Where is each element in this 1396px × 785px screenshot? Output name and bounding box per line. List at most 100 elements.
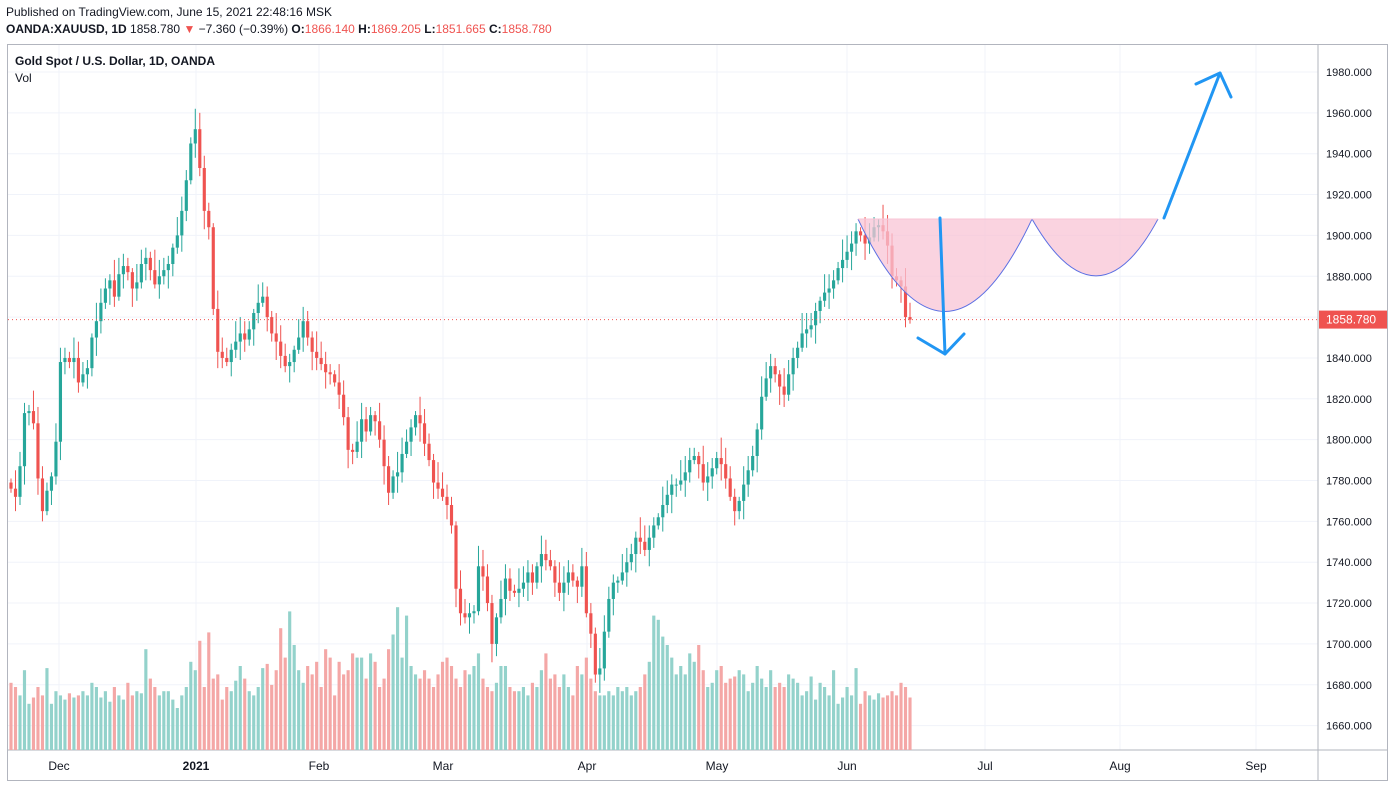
candle-body bbox=[18, 466, 22, 497]
volume-bar bbox=[288, 611, 292, 750]
volume-bar bbox=[31, 697, 36, 750]
volume-bar bbox=[427, 678, 431, 750]
x-tick-label: 2021 bbox=[183, 759, 210, 773]
volume-bar bbox=[854, 668, 858, 750]
candle-body bbox=[193, 129, 197, 144]
volume-bar bbox=[413, 674, 418, 750]
volume-bar bbox=[409, 666, 413, 750]
volume-bar bbox=[656, 619, 660, 750]
cup-fill bbox=[858, 219, 1032, 312]
chart-frame[interactable] bbox=[7, 44, 1388, 781]
volume-bar bbox=[72, 697, 76, 750]
y-tick-label: 1840.000 bbox=[1326, 353, 1372, 365]
candle-body bbox=[652, 525, 656, 538]
volume-bar bbox=[175, 708, 179, 750]
volume-bar bbox=[445, 657, 449, 750]
candle-body bbox=[94, 321, 98, 338]
candle-body bbox=[485, 576, 490, 604]
volume-bar bbox=[692, 661, 696, 750]
volume-bar bbox=[180, 695, 184, 750]
y-tick-label: 1660.000 bbox=[1326, 721, 1372, 733]
volume-bar bbox=[508, 687, 512, 750]
volume-bar bbox=[211, 678, 215, 750]
y-tick-label: 1740.000 bbox=[1326, 557, 1372, 569]
volume-bar bbox=[243, 678, 247, 750]
price-change: −7.360 (−0.39%) bbox=[198, 22, 289, 36]
volume-bar bbox=[589, 678, 593, 750]
candle-body bbox=[679, 480, 683, 485]
candle-body bbox=[315, 351, 319, 358]
x-tick-label: Dec bbox=[48, 759, 69, 773]
candle-body bbox=[908, 317, 912, 320]
candle-body bbox=[490, 603, 494, 644]
candle-body bbox=[521, 582, 526, 589]
volume-bar bbox=[571, 695, 575, 750]
volume-bar bbox=[809, 676, 813, 750]
legend-title: Gold Spot / U.S. Dollar, 1D, OANDA bbox=[15, 54, 216, 68]
candle-body bbox=[769, 366, 773, 379]
candle-body bbox=[692, 455, 696, 461]
candle-body bbox=[863, 235, 867, 244]
chart-legend: Gold Spot / U.S. Dollar, 1D, OANDA Vol bbox=[15, 53, 215, 87]
candle-body bbox=[364, 419, 368, 432]
close-value: 1858.780 bbox=[501, 22, 552, 36]
y-tick-label: 1940.000 bbox=[1326, 149, 1372, 161]
candle-body bbox=[274, 333, 278, 342]
volume-bar bbox=[472, 666, 476, 750]
volume-bar bbox=[845, 687, 849, 750]
candle-body bbox=[148, 257, 152, 271]
down-arrow-icon: ▼ bbox=[183, 22, 196, 36]
legend-volume: Vol bbox=[15, 71, 32, 85]
candle-body bbox=[121, 266, 125, 275]
candle-body bbox=[638, 537, 642, 542]
candle-body bbox=[382, 439, 386, 467]
candle-body bbox=[387, 466, 391, 493]
volume-bar bbox=[872, 699, 876, 750]
candle-body bbox=[670, 484, 674, 495]
volume-bar bbox=[517, 691, 521, 750]
candle-body bbox=[751, 455, 755, 471]
volume-bar bbox=[449, 666, 454, 750]
volume-bar bbox=[674, 674, 678, 750]
candle-body bbox=[634, 537, 638, 555]
candle-body bbox=[683, 472, 687, 481]
candle-body bbox=[418, 415, 422, 424]
volume-bar bbox=[135, 691, 139, 750]
volume-bar bbox=[611, 695, 615, 750]
candle-body bbox=[130, 272, 134, 289]
candle-body bbox=[310, 337, 314, 352]
volume-bar bbox=[337, 661, 341, 750]
y-tick-label: 1980.000 bbox=[1326, 67, 1372, 79]
candle-body bbox=[625, 562, 629, 573]
candle-body bbox=[796, 347, 800, 358]
volume-bar bbox=[670, 657, 674, 750]
candle-body bbox=[265, 296, 269, 318]
volume-bar bbox=[849, 695, 854, 750]
up-arrow-head bbox=[1194, 71, 1233, 99]
candle-body bbox=[733, 496, 737, 512]
volume-bar bbox=[485, 687, 490, 750]
candle-body bbox=[688, 460, 692, 473]
candle-body bbox=[166, 263, 170, 271]
volume-bar bbox=[894, 695, 899, 750]
volume-bar bbox=[535, 687, 539, 750]
candle-body bbox=[584, 566, 588, 614]
volume-bar bbox=[117, 695, 121, 750]
volume-bar bbox=[310, 674, 314, 750]
volume-bar bbox=[521, 687, 526, 750]
volume-bar bbox=[144, 649, 148, 750]
candle-body bbox=[593, 633, 597, 675]
volume-bar bbox=[328, 657, 332, 750]
volume-bar bbox=[166, 691, 170, 750]
candle-body bbox=[427, 443, 431, 461]
volume-bar bbox=[27, 703, 31, 750]
volume-bar bbox=[378, 687, 382, 750]
x-tick-label: Feb bbox=[309, 759, 330, 773]
candle-body bbox=[54, 441, 58, 477]
volume-bar bbox=[503, 666, 508, 750]
volume-bar bbox=[373, 661, 377, 750]
volume-bar bbox=[81, 691, 85, 750]
volume-bar bbox=[238, 666, 242, 750]
candle-body bbox=[157, 276, 161, 285]
